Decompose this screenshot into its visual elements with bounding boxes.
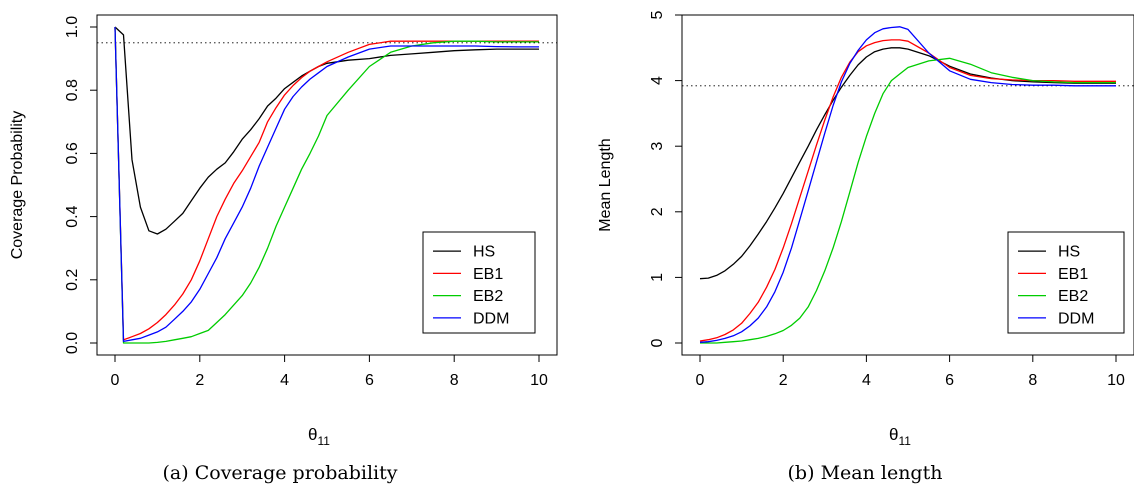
x-tick-label-3: 6	[365, 372, 374, 389]
legend-label-hs: HS	[473, 244, 495, 261]
legend-label-ddm: DDM	[1058, 310, 1094, 327]
y-tick-label-3: 3	[649, 142, 666, 151]
caption-coverage-probability: (a) Coverage probability	[163, 462, 398, 484]
y-tick-label-5: 1.0	[64, 16, 81, 38]
legend-label-hs: HS	[1058, 244, 1080, 261]
legend-label-ddm: DDM	[473, 310, 509, 327]
caption-tag: (b)	[787, 462, 815, 484]
y-tick-label-4: 0.8	[64, 79, 81, 101]
y-tick-label-5: 5	[649, 10, 666, 19]
y-tick-label-2: 2	[649, 207, 666, 216]
plot-frame	[681, 14, 1134, 356]
caption-text: Mean length	[820, 462, 943, 484]
series-line-hs	[114, 26, 539, 235]
x-tick-label-0: 0	[111, 372, 120, 389]
x-axis-label: θ11	[308, 425, 330, 448]
x-axis-label-base: θ	[889, 425, 898, 444]
x-tick-label-0: 0	[696, 372, 705, 389]
y-tick-label-1: 1	[649, 273, 666, 282]
legend-label-eb1: EB1	[1058, 266, 1088, 283]
x-tick-label-3: 6	[945, 372, 954, 389]
y-tick-label-0: 0.0	[64, 332, 81, 354]
x-tick-label-2: 4	[862, 372, 871, 389]
caption-text: Coverage probability	[194, 462, 398, 484]
y-tick-label-2: 0.4	[64, 205, 81, 227]
legend-label-eb1: EB1	[473, 266, 503, 283]
series-line-eb2	[700, 57, 1116, 344]
coverage-probability-panel: 0 2 4 6 8 10 0.0 0.2 0.4 0.6 0.8 1.0 Coverage Probab…	[9, 14, 558, 448]
legend-box	[422, 231, 536, 334]
x-tick-label-4: 8	[450, 372, 459, 389]
x-axis-label-base: θ	[308, 425, 317, 444]
y-tick-label-1: 0.2	[64, 269, 81, 291]
x-tick-label-5: 10	[1107, 372, 1125, 389]
series-line-eb1	[699, 39, 1116, 342]
x-tick-label-5: 10	[530, 372, 548, 389]
series-line-ddm	[699, 26, 1116, 343]
series-line-eb1	[114, 26, 539, 341]
x-tick-label-1: 2	[779, 372, 788, 389]
y-axis-label: Mean Length	[597, 138, 614, 231]
y-tick-label-4: 4	[649, 76, 666, 85]
y-tick-label-0: 0	[649, 338, 666, 347]
caption-tag: (a)	[162, 462, 189, 484]
legend: HS EB1 EB2 DDM	[1007, 231, 1125, 334]
x-axis-label-subscript: 11	[899, 434, 912, 448]
x-tick-label-4: 8	[1028, 372, 1037, 389]
x-axis-label: θ11	[889, 425, 911, 448]
x-tick-label-1: 2	[195, 372, 204, 389]
mean-length-panel: 0 2 4 6 8 10 0 1 2 3 4 5 Mean Length θ11 HS EB1 EB2 DDM	[597, 10, 1134, 448]
legend-label-eb2: EB2	[1058, 288, 1088, 305]
caption-mean-length: (b) Mean length	[788, 462, 943, 484]
legend: HS EB1 EB2 DDM	[422, 231, 536, 334]
plot-frame	[96, 14, 558, 356]
x-tick-label-2: 4	[280, 372, 289, 389]
legend-box	[1007, 231, 1125, 334]
y-axis-label: Coverage Probability	[9, 111, 26, 260]
legend-label-eb2: EB2	[473, 288, 503, 305]
series-line-ddm	[114, 26, 539, 343]
y-tick-label-3: 0.6	[64, 142, 81, 164]
x-axis-label-subscript: 11	[318, 434, 331, 448]
